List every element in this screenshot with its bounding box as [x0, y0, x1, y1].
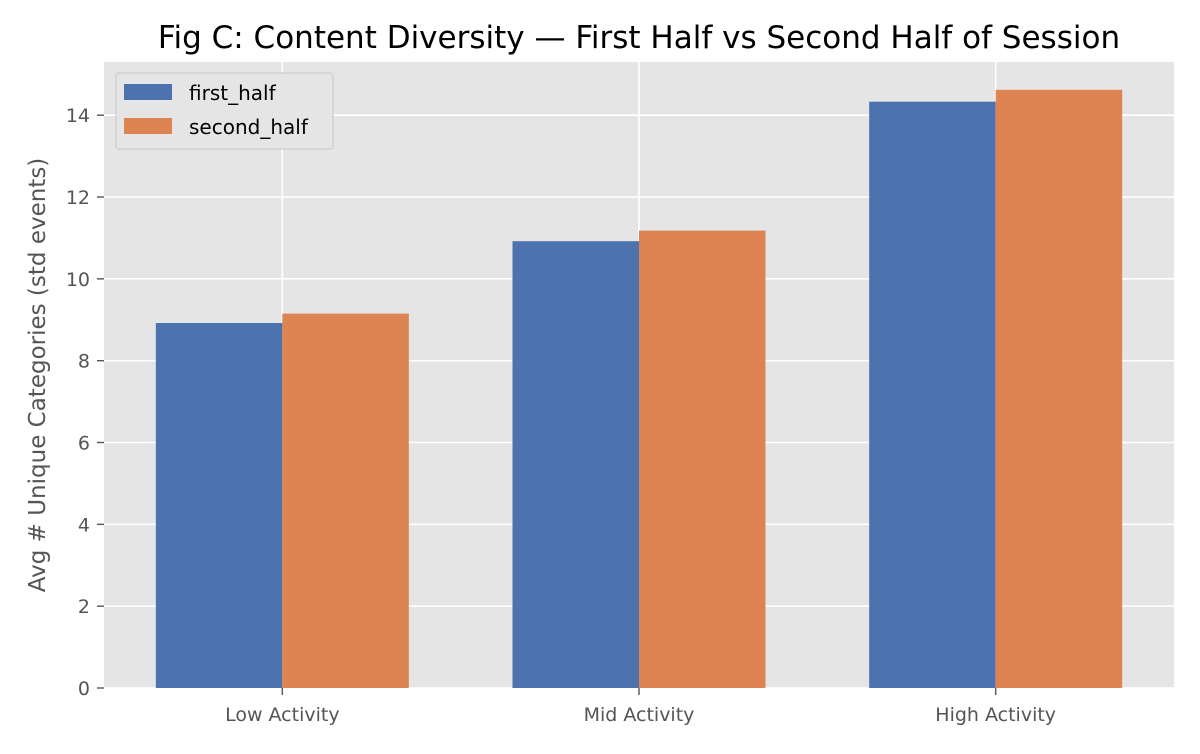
legend-label-first_half: first_half [189, 81, 277, 105]
bar-second_half-2 [995, 89, 1123, 689]
x-tick-label: Mid Activity [584, 704, 695, 726]
y-axis: 0 2 4 6 8 10 12 14 [66, 105, 104, 700]
bar-second_half-0 [282, 313, 409, 688]
legend-swatch-second_half [124, 118, 172, 134]
y-tick-label: 10 [66, 269, 90, 291]
bar-first_half-2 [869, 101, 996, 689]
bar-first_half-0 [155, 323, 283, 688]
y-tick-label: 12 [66, 187, 90, 209]
legend: first_half second_half [115, 72, 334, 150]
y-tick-label: 0 [78, 678, 90, 700]
x-tick-label: High Activity [935, 704, 1056, 726]
legend-label-second_half: second_half [189, 115, 309, 139]
y-tick-label: 6 [78, 433, 90, 455]
legend-swatch-first_half [124, 84, 172, 100]
chart-title: Fig C: Content Diversity — First Half vs… [158, 20, 1120, 56]
y-tick-label: 4 [78, 514, 90, 536]
x-tick-label: Low Activity [225, 704, 340, 726]
y-tick-label: 2 [78, 596, 90, 618]
y-axis-label: Avg # Unique Categories (std events) [25, 158, 51, 593]
bar-first_half-1 [512, 241, 639, 689]
y-tick-label: 8 [78, 351, 90, 373]
bars [155, 89, 1123, 689]
y-tick-label: 14 [66, 105, 90, 127]
bar-second_half-1 [639, 230, 766, 688]
x-axis: Low Activity Mid Activity High Activity [225, 688, 1056, 726]
